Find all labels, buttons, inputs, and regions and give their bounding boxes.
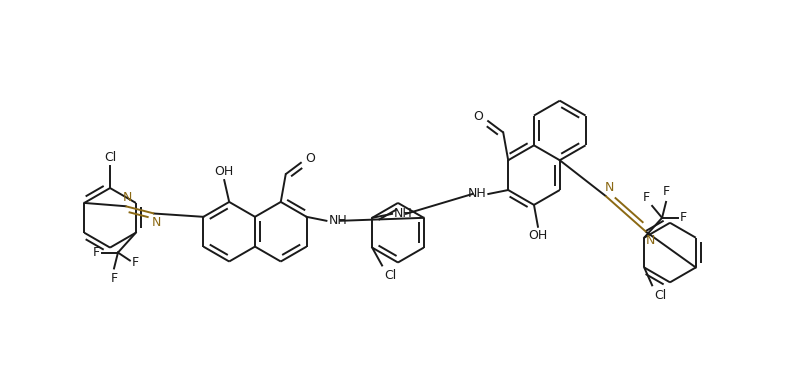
Text: Cl: Cl [384,269,396,283]
Text: F: F [663,185,670,198]
Text: O: O [473,110,483,123]
Text: N: N [152,215,161,229]
Text: OH: OH [528,229,548,242]
Text: NH: NH [329,214,347,227]
Text: F: F [643,191,650,204]
Text: O: O [306,152,315,165]
Text: NH: NH [468,188,487,200]
Text: N: N [123,191,132,204]
Text: Cl: Cl [654,289,667,302]
Text: N: N [645,234,655,247]
Text: F: F [132,256,139,269]
Text: OH: OH [215,165,234,178]
Text: F: F [111,273,118,285]
Text: F: F [680,211,687,224]
Text: N: N [604,181,614,194]
Text: Cl: Cl [104,151,116,164]
Text: NH: NH [394,207,413,220]
Text: F: F [93,246,100,259]
